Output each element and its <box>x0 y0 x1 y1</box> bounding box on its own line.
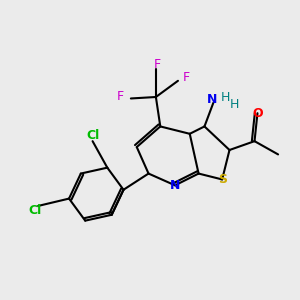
Text: S: S <box>218 173 226 186</box>
Text: Cl: Cl <box>28 204 42 217</box>
Text: O: O <box>252 107 263 120</box>
Text: N: N <box>170 179 180 192</box>
Text: F: F <box>154 58 161 71</box>
Text: F: F <box>117 91 124 103</box>
Text: F: F <box>183 71 190 84</box>
Text: Cl: Cl <box>87 129 100 142</box>
Text: H: H <box>230 98 239 111</box>
Text: H: H <box>221 91 230 104</box>
Text: N: N <box>207 93 217 106</box>
